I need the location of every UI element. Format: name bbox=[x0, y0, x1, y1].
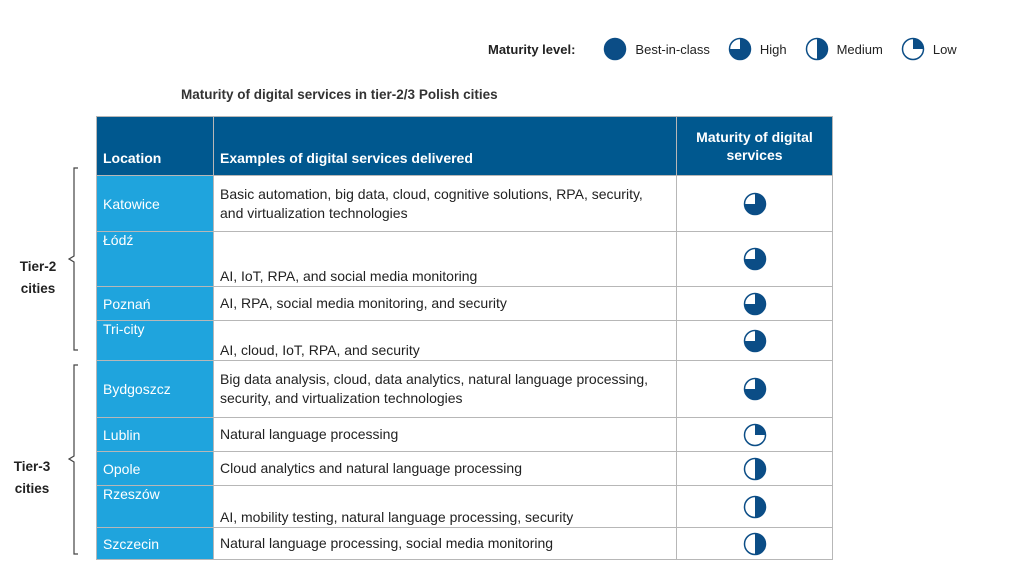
location-cell: Bydgoszcz bbox=[96, 360, 214, 418]
legend-label: Maturity level: bbox=[488, 41, 576, 57]
tier-3-label: Tier-3 cities bbox=[13, 459, 51, 496]
location-cell: Poznań bbox=[96, 286, 214, 321]
table-row: Łódź AI, IoT, RPA, and social media moni… bbox=[96, 231, 833, 287]
tier-2-bracket bbox=[67, 167, 78, 351]
tier-3-bracket bbox=[67, 364, 78, 555]
location-cell: Łódź bbox=[96, 231, 214, 287]
services-cell: Basic automation, big data, cloud, cogni… bbox=[213, 175, 677, 232]
maturity-table: Location Examples of digital services de… bbox=[96, 116, 833, 560]
legend-item-low: Low bbox=[901, 37, 957, 61]
services-cell: Cloud analytics and natural language pro… bbox=[213, 451, 677, 486]
column-header-location: Location bbox=[96, 116, 214, 176]
services-cell: Natural language processing bbox=[213, 417, 677, 452]
table-row: Opole Cloud analytics and natural langua… bbox=[96, 451, 833, 486]
maturity-icon bbox=[743, 377, 766, 401]
column-header-maturity: Maturity of digital services bbox=[676, 116, 833, 176]
maturity-cell bbox=[676, 451, 833, 486]
maturity-cell bbox=[676, 485, 833, 528]
services-cell: Natural language processing, social medi… bbox=[213, 527, 677, 560]
legend-item-high: High bbox=[728, 37, 787, 61]
table-row: Rzeszów AI, mobility testing, natural la… bbox=[96, 485, 833, 528]
location-cell: Szczecin bbox=[96, 527, 214, 560]
maturity-cell bbox=[676, 527, 833, 560]
maturity-icon bbox=[743, 247, 766, 271]
table-header-row: Location Examples of digital services de… bbox=[96, 116, 833, 176]
services-cell: AI, cloud, IoT, RPA, and security bbox=[213, 320, 677, 361]
services-cell: AI, RPA, social media monitoring, and se… bbox=[213, 286, 677, 321]
maturity-cell bbox=[676, 417, 833, 452]
table-row: Lublin Natural language processing bbox=[96, 417, 833, 452]
table-row: Szczecin Natural language processing, so… bbox=[96, 527, 833, 560]
location-cell: Katowice bbox=[96, 175, 214, 232]
maturity-cell bbox=[676, 360, 833, 418]
maturity-cell bbox=[676, 175, 833, 232]
tier-2-label: Tier-2 cities bbox=[19, 259, 57, 296]
maturity-medium-icon bbox=[805, 37, 828, 61]
maturity-legend: Maturity level: Best-in-class High Mediu… bbox=[488, 36, 957, 62]
maturity-icon bbox=[743, 495, 766, 518]
maturity-cell bbox=[676, 320, 833, 361]
location-cell: Rzeszów bbox=[96, 485, 214, 528]
column-header-services: Examples of digital services delivered bbox=[213, 116, 677, 176]
table-row: Poznań AI, RPA, social media monitoring,… bbox=[96, 286, 833, 321]
maturity-icon bbox=[743, 329, 766, 352]
maturity-cell bbox=[676, 286, 833, 321]
services-cell: AI, mobility testing, natural language p… bbox=[213, 485, 677, 528]
maturity-icon bbox=[743, 292, 766, 315]
services-cell: Big data analysis, cloud, data analytics… bbox=[213, 360, 677, 418]
maturity-cell bbox=[676, 231, 833, 287]
location-cell: Lublin bbox=[96, 417, 214, 452]
table-row: Katowice Basic automation, big data, clo… bbox=[96, 175, 833, 232]
maturity-low-icon bbox=[901, 37, 925, 61]
maturity-icon bbox=[743, 457, 766, 480]
chart-title: Maturity of digital services in tier-2/3… bbox=[181, 87, 498, 102]
maturity-high-icon bbox=[728, 37, 752, 61]
maturity-icon bbox=[743, 423, 766, 446]
table-row: Bydgoszcz Big data analysis, cloud, data… bbox=[96, 360, 833, 418]
maturity-icon bbox=[743, 192, 766, 215]
table-row: Tri-city AI, cloud, IoT, RPA, and securi… bbox=[96, 320, 833, 361]
services-cell: AI, IoT, RPA, and social media monitorin… bbox=[213, 231, 677, 287]
maturity-icon bbox=[743, 532, 766, 555]
location-cell: Tri-city bbox=[96, 320, 214, 361]
location-cell: Opole bbox=[96, 451, 214, 486]
legend-item-best-in-class: Best-in-class bbox=[603, 37, 710, 61]
legend-item-medium: Medium bbox=[805, 37, 883, 61]
maturity-best-in-class-icon bbox=[604, 37, 627, 61]
